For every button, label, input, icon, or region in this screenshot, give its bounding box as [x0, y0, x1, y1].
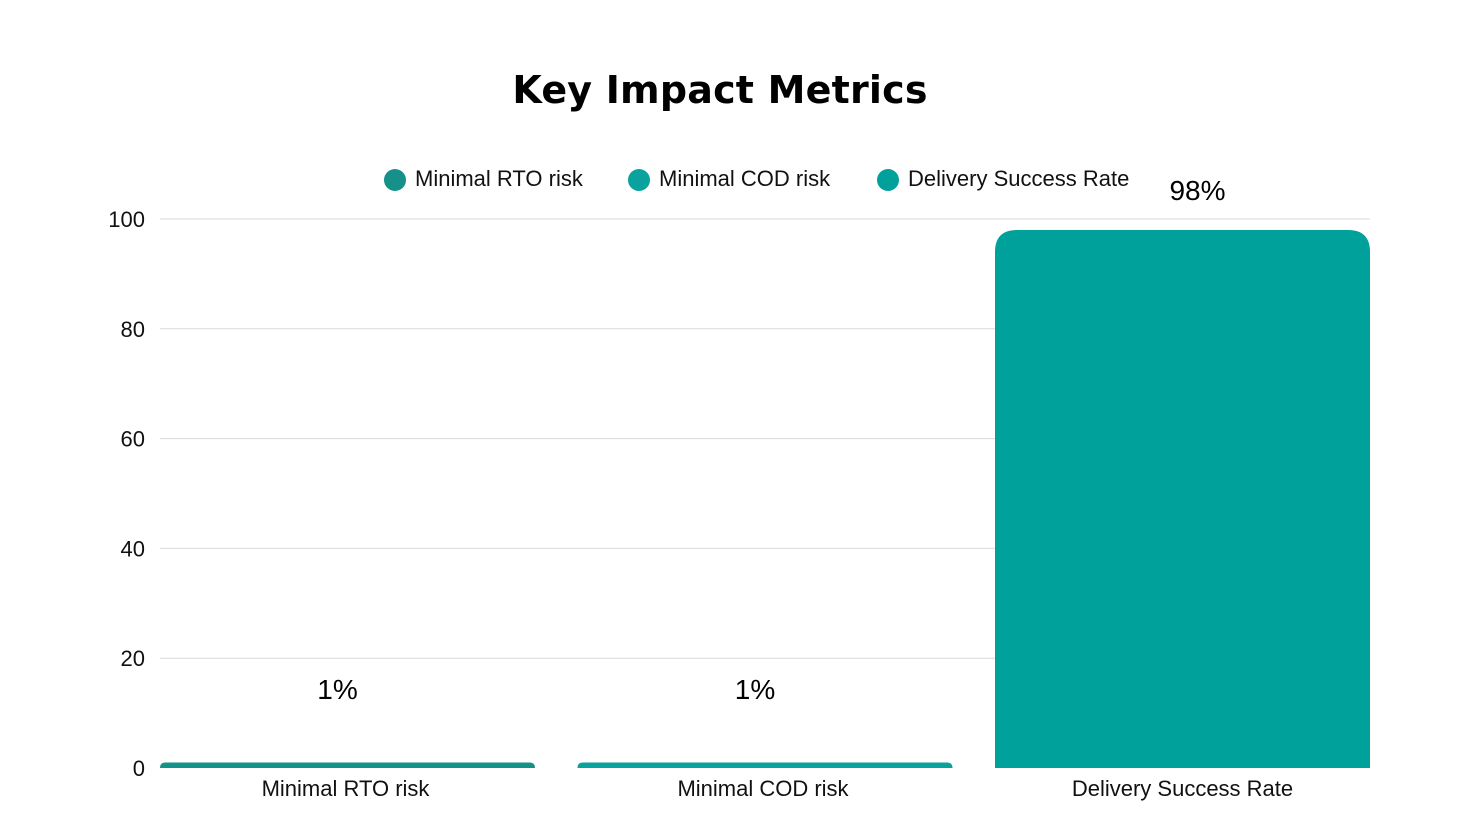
- x-tick-label: Minimal RTO risk: [262, 776, 431, 801]
- legend-entry: Minimal RTO risk: [415, 166, 584, 191]
- bar-2: [577, 762, 953, 768]
- y-tick-label: 100: [108, 207, 145, 232]
- bar-3: [995, 229, 1370, 769]
- legend-marker: [628, 169, 650, 191]
- legend-marker: [877, 169, 899, 191]
- bar-1: [160, 762, 535, 768]
- x-tick-label: Minimal COD risk: [677, 776, 849, 801]
- x-tick-label: Delivery Success Rate: [1072, 776, 1293, 801]
- legend-marker: [384, 169, 406, 191]
- data-label: 1%: [735, 674, 775, 705]
- legend-entry: Minimal COD risk: [659, 166, 831, 191]
- y-tick-label: 40: [121, 536, 145, 561]
- y-tick-label: 0: [133, 756, 145, 781]
- y-tick-label: 80: [121, 317, 145, 342]
- y-tick-label: 20: [121, 646, 145, 671]
- chart-title: Key Impact Metrics: [512, 68, 928, 112]
- y-tick-label: 60: [121, 427, 145, 452]
- data-label: 1%: [317, 674, 357, 705]
- data-label: 98%: [1169, 175, 1225, 206]
- legend-entry: Delivery Success Rate: [908, 166, 1129, 191]
